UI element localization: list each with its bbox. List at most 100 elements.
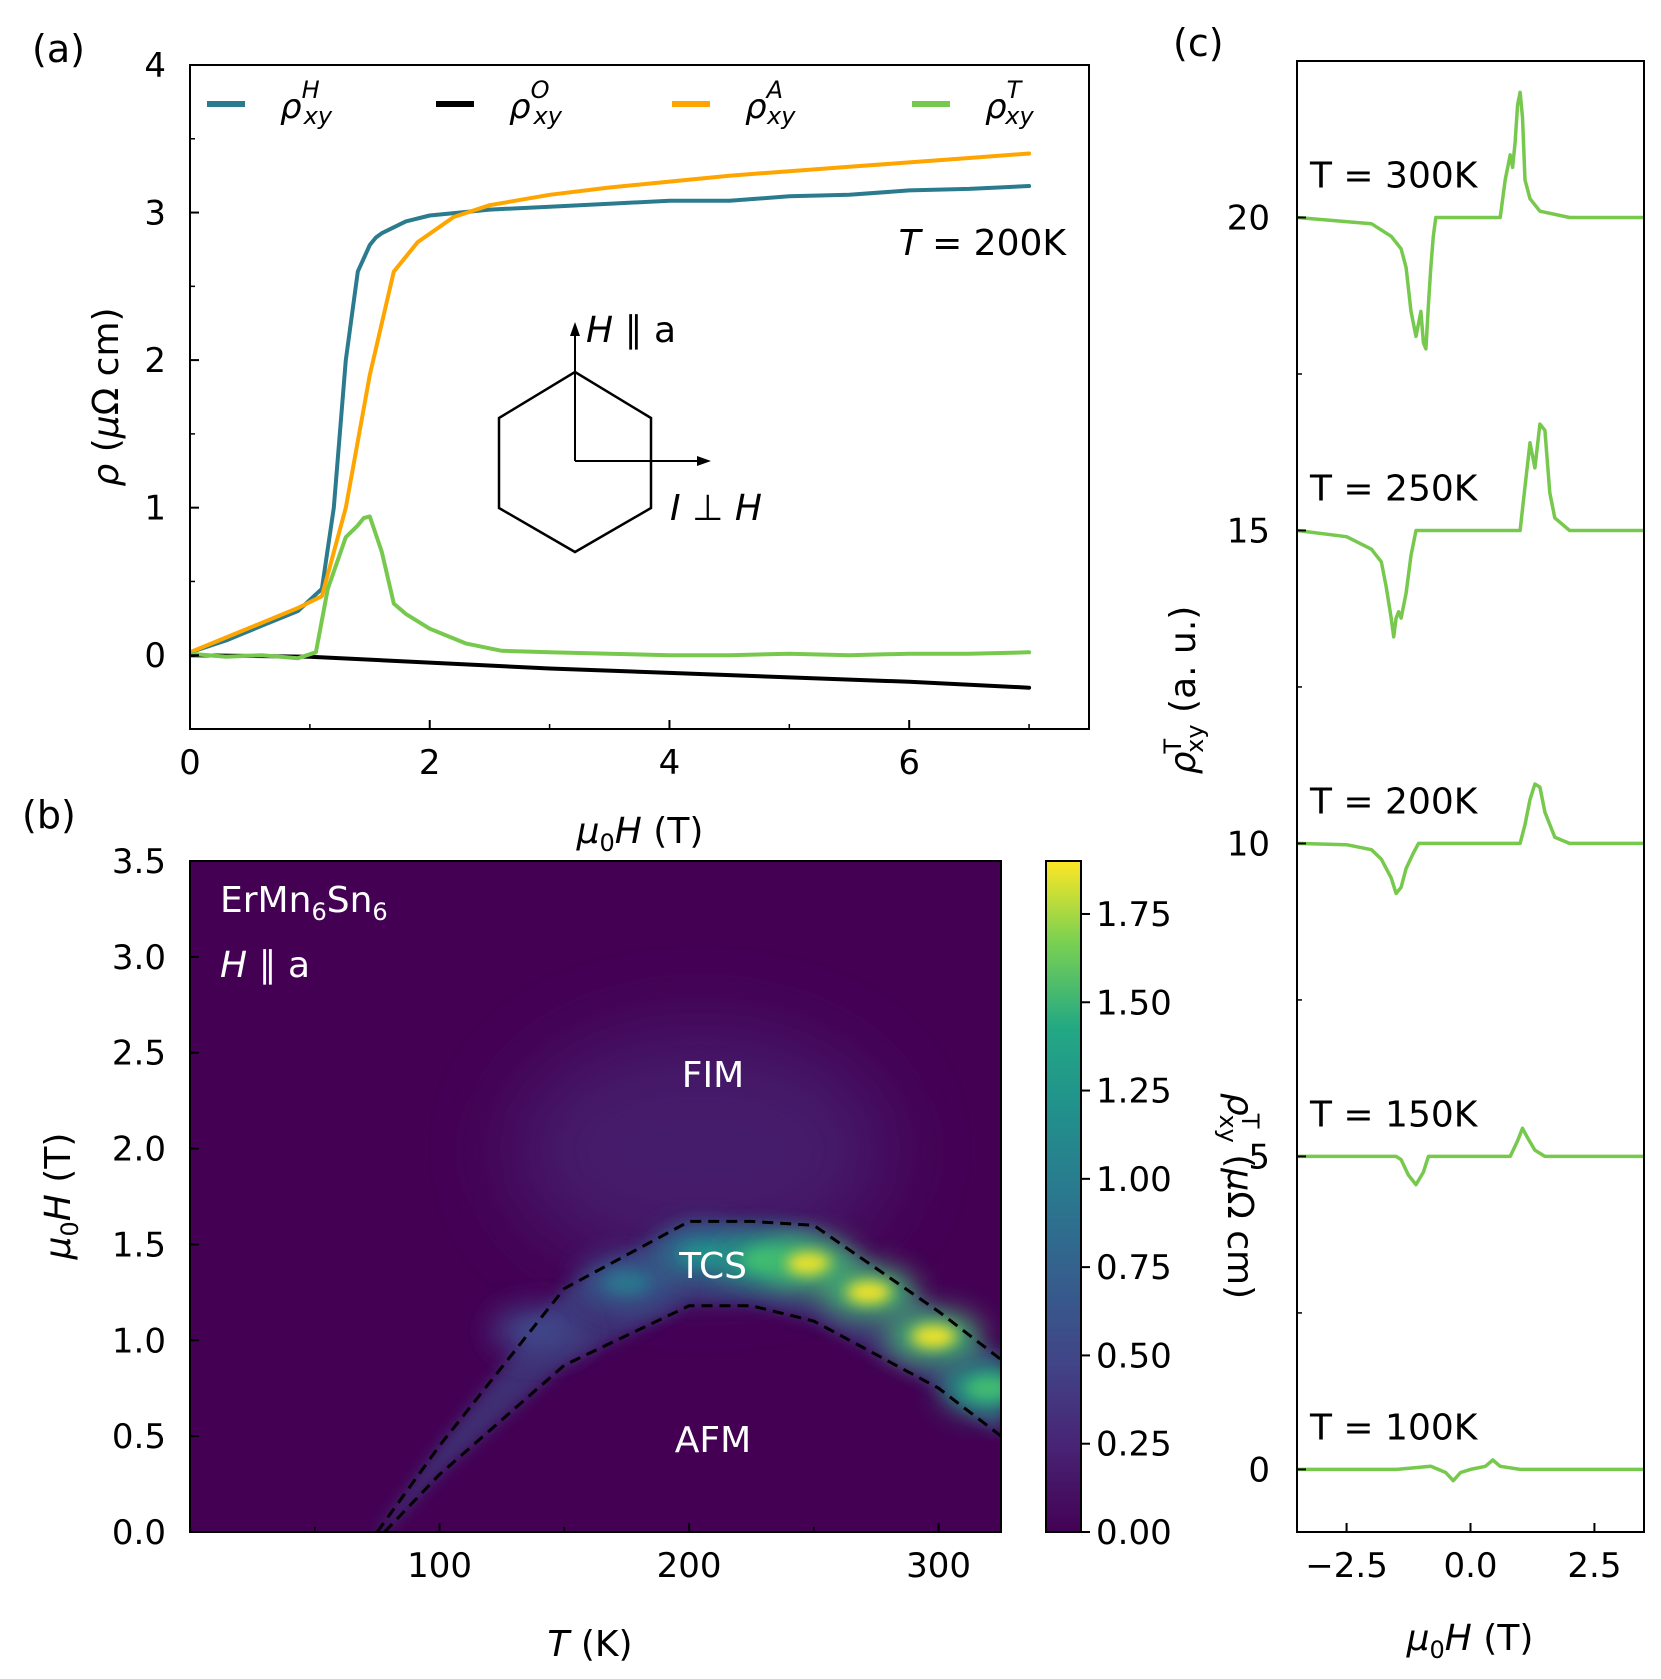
field-arrow-head-icon: [570, 322, 580, 336]
panel-a-legend: ρH xy ρO xy ρA xy ρT xy: [207, 76, 1034, 130]
heatmap-hotspot-core: [679, 1243, 724, 1266]
y-tick-label: 5: [1248, 1137, 1270, 1177]
series-line-200k: [1297, 782, 1644, 896]
panel-a-hexagon-inset: H ∥ a I ⊥ H: [497, 310, 762, 554]
heatmap-hotspots: [491, 1228, 1001, 1415]
lower-boundary: [383, 1304, 1001, 1532]
colorbar: [1045, 860, 1082, 1533]
current-arrow-head-icon: [697, 456, 711, 466]
x-tick-label: −2.5: [1305, 1546, 1388, 1586]
legend-label: ρO xy: [509, 76, 563, 130]
panel-b: (b) ErMn6Sn6 H ∥ a FIM TCS AFM 100 200 300…: [22, 793, 1264, 1665]
series-line-t: [190, 514, 1032, 661]
legend-label: ρH xy: [280, 76, 333, 130]
y-tick-label: 3.5: [112, 842, 166, 882]
field-direction-label: H ∥ a: [586, 310, 676, 351]
panel-a-plot-area: [190, 151, 1032, 690]
region-tcs-label: TCS: [678, 1246, 747, 1287]
x-tick-label: 0: [179, 743, 201, 783]
x-tick-label: 200: [657, 1546, 722, 1586]
x-tick-label: 0.0: [1443, 1546, 1497, 1586]
series-line-h: [190, 184, 1032, 655]
colorbar-tick-label: 1.75: [1096, 895, 1172, 935]
series-line-a: [190, 151, 1032, 655]
panel-c-ylabel: ρTxy (a. u.): [1159, 606, 1209, 775]
heatmap-hotspot-core: [966, 1377, 1001, 1400]
colorbar-tick-label: 0.00: [1096, 1513, 1172, 1553]
panel-b-xlabel: T (K): [547, 1624, 632, 1665]
heatmap-hotspot-core: [786, 1252, 831, 1275]
y-tick-label: 0: [144, 636, 166, 676]
heatmap-hotspot-core: [846, 1281, 891, 1304]
panel-a-ylabel: ρ (μΩ cm): [86, 307, 127, 486]
panel-c-xlabel: μ0H (T): [1406, 1618, 1534, 1664]
x-tick-label: 2.5: [1567, 1546, 1621, 1586]
panel-a-label: (a): [32, 27, 85, 71]
series-line-150k: [1297, 1126, 1644, 1187]
panel-b-ticks: 100 200 300 0.0 0.5 1.0 1.5 2.0 2.5 3.0 3.5: [112, 842, 971, 1586]
colorbar-ticks: 0.00 0.25 0.50 0.75 1.00 1.25 1.50 1.75: [1081, 895, 1172, 1553]
region-fim-label: FIM: [682, 1055, 744, 1096]
series-line-250k: [1297, 422, 1644, 639]
panel-c-plot-area: [1297, 90, 1644, 1483]
y-tick-label: 10: [1227, 824, 1270, 864]
heatmap-halo: [510, 1030, 890, 1270]
x-tick-label: 100: [407, 1546, 472, 1586]
y-tick-label: 0: [1248, 1450, 1270, 1490]
y-tick-label: 2.0: [112, 1130, 166, 1170]
region-afm-label: AFM: [675, 1420, 751, 1461]
colorbar-tick-label: 0.75: [1096, 1248, 1172, 1288]
panel-a-ticks: 0 2 4 6 0 1 2 3 4: [144, 46, 1030, 783]
panel-c-ticks: −2.5 0.0 2.5 0 5 10 15 20: [1227, 60, 1621, 1586]
series-line-o: [190, 653, 1032, 690]
panel-b-heatmap-area: ErMn6Sn6 H ∥ a FIM TCS AFM: [190, 861, 1001, 1532]
colorbar-tick-label: 1.00: [1096, 1160, 1172, 1200]
panel-a-xlabel: μ0H (T): [576, 811, 704, 857]
panel-b-label: (b): [22, 793, 76, 837]
colorbar-tick-label: 0.25: [1096, 1425, 1172, 1465]
panel-b-frame: [189, 860, 1002, 1533]
y-tick-label: 4: [144, 46, 166, 86]
heatmap-hotspot-core: [517, 1319, 562, 1342]
hexagon-shape: [497, 370, 653, 554]
y-tick-label: 2.5: [112, 1034, 166, 1074]
y-tick-label: 0.5: [112, 1417, 166, 1457]
temperature-label: T = 250K: [1309, 468, 1479, 509]
phase-boundaries: [375, 1219, 1001, 1532]
y-tick-label: 2: [144, 341, 166, 381]
colorbar-tick-label: 1.50: [1096, 983, 1172, 1023]
y-tick-label: 1.0: [112, 1321, 166, 1361]
temperature-label: T = 300K: [1309, 155, 1479, 196]
y-tick-label: 1.5: [112, 1225, 166, 1265]
panel-a: (a) 0 2 4 6 0 1 2 3 4 μ0H (T) ρ (μΩ cm) ρH xy ρO xy…: [32, 27, 1090, 857]
current-direction-label: I ⊥ H: [670, 488, 762, 529]
panel-c-label: (c): [1173, 21, 1224, 65]
x-tick-label: 4: [659, 743, 681, 783]
colorbar-label: ρTxy (μΩ cm): [1214, 1093, 1264, 1299]
y-tick-label: 0.0: [112, 1513, 166, 1553]
series-line-300k: [1297, 90, 1644, 351]
legend-label: ρT xy: [985, 76, 1034, 130]
panel-b-ylabel: μ0H (T): [38, 1133, 84, 1261]
x-tick-label: 6: [898, 743, 920, 783]
heatmap-hotspot-core: [604, 1271, 649, 1294]
temperature-label: T = 200K: [1309, 781, 1479, 822]
y-tick-label: 15: [1227, 511, 1270, 551]
series-line-100k: [1297, 1458, 1644, 1483]
panel-c-temperature-labels: T = 100K T = 150K T = 200K T = 250K T = 300K: [1309, 155, 1479, 1448]
x-tick-label: 300: [906, 1546, 971, 1586]
temperature-label: T = 150K: [1309, 1094, 1479, 1135]
y-tick-label: 3: [144, 194, 166, 234]
y-tick-label: 20: [1227, 198, 1270, 238]
colorbar-tick-label: 1.25: [1096, 1072, 1172, 1112]
panel-a-frame: [189, 64, 1090, 730]
heatmap-field-direction: H ∥ a: [220, 945, 310, 986]
temperature-label: T = 100K: [1309, 1407, 1479, 1448]
colorbar-tick-label: 0.50: [1096, 1336, 1172, 1376]
x-tick-label: 2: [419, 743, 441, 783]
legend-label: ρA xy: [745, 76, 796, 130]
y-tick-label: 1: [144, 489, 166, 529]
y-tick-label: 3.0: [112, 938, 166, 978]
